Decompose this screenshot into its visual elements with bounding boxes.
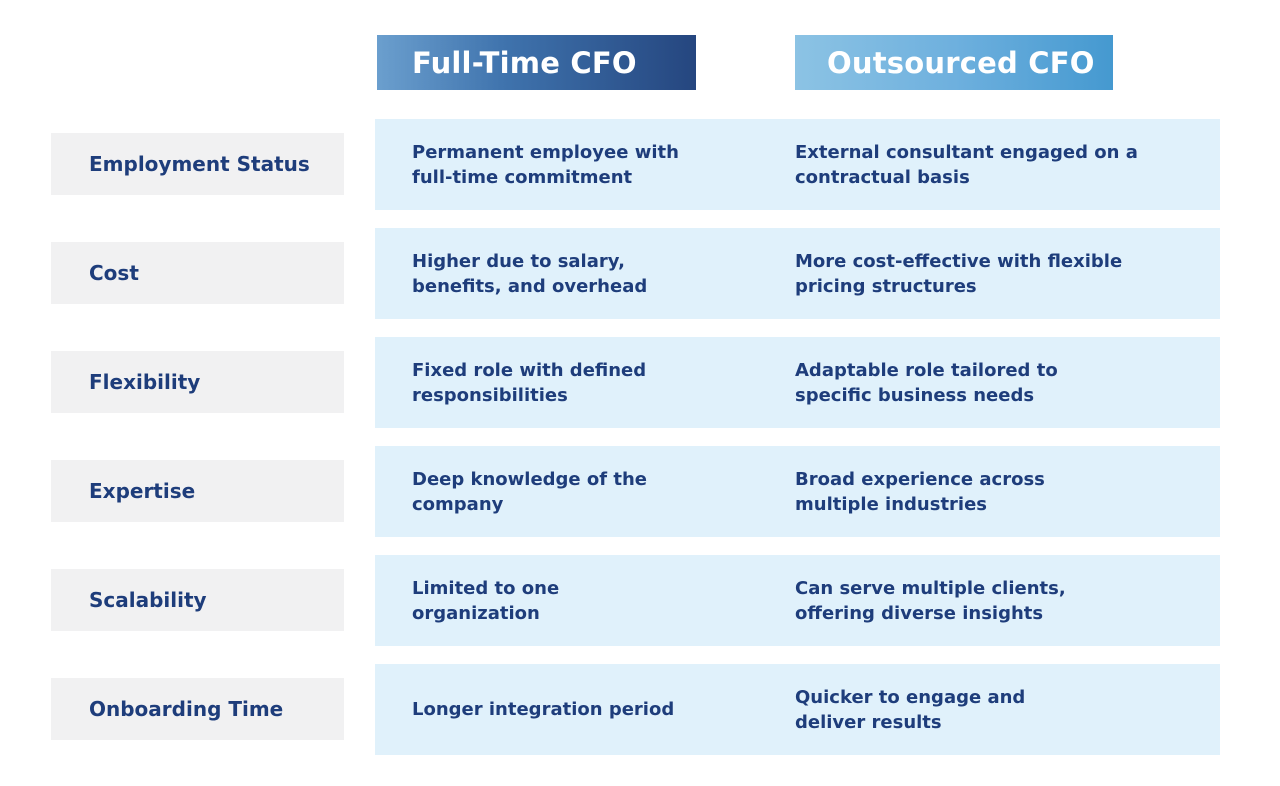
full-time-cell: Higher due to salary, benefits, and over… xyxy=(412,250,648,297)
full-time-cell: Fixed role with defined responsibilities xyxy=(412,359,647,406)
outsourced-cfo-header: Outsourced CFO xyxy=(795,35,1113,90)
row-label: Expertise xyxy=(51,460,344,522)
comparison-row-scalability: Scalability Limited to one organization … xyxy=(0,555,1280,646)
row-label: Cost xyxy=(51,242,344,304)
outsourced-cell: More cost-effective with flexible pricin… xyxy=(795,250,1123,297)
full-time-cfo-header-label: Full-Time CFO xyxy=(412,45,637,80)
row-content: Deep knowledge of the company Broad expe… xyxy=(375,446,1220,537)
full-time-cell: Permanent employee with full-time commit… xyxy=(412,141,679,188)
full-time-cfo-header: Full-Time CFO xyxy=(377,35,696,90)
row-label: Flexibility xyxy=(51,351,344,413)
row-content: Permanent employee with full-time commit… xyxy=(375,119,1220,210)
full-time-cell: Deep knowledge of the company xyxy=(412,468,648,515)
comparison-row-employment-status: Employment Status Permanent employee wit… xyxy=(0,119,1280,210)
full-time-cell: Limited to one organization xyxy=(412,577,560,624)
row-label: Onboarding Time xyxy=(51,678,344,740)
outsourced-cell: Can serve multiple clients, offering div… xyxy=(795,577,1066,624)
outsourced-cell: Quicker to engage and deliver results xyxy=(795,686,1026,733)
comparison-row-flexibility: Flexibility Fixed role with defined resp… xyxy=(0,337,1280,428)
outsourced-cell: External consultant engaged on a contrac… xyxy=(795,141,1138,188)
row-content: Limited to one organization Can serve mu… xyxy=(375,555,1220,646)
outsourced-cfo-header-label: Outsourced CFO xyxy=(827,45,1095,80)
full-time-cell: Longer integration period xyxy=(412,699,675,720)
comparison-row-onboarding-time: Onboarding Time Longer integration perio… xyxy=(0,664,1280,755)
comparison-row-cost: Cost Higher due to salary, benefits, and… xyxy=(0,228,1280,319)
row-content: Fixed role with defined responsibilities… xyxy=(375,337,1220,428)
row-content: Longer integration period Quicker to eng… xyxy=(375,664,1220,755)
comparison-row-expertise: Expertise Deep knowledge of the company … xyxy=(0,446,1280,537)
row-content: Higher due to salary, benefits, and over… xyxy=(375,228,1220,319)
outsourced-cell: Broad experience across multiple industr… xyxy=(795,468,1045,515)
row-label: Employment Status xyxy=(51,133,344,195)
outsourced-cell: Adaptable role tailored to specific busi… xyxy=(795,359,1058,406)
row-label: Scalability xyxy=(51,569,344,631)
